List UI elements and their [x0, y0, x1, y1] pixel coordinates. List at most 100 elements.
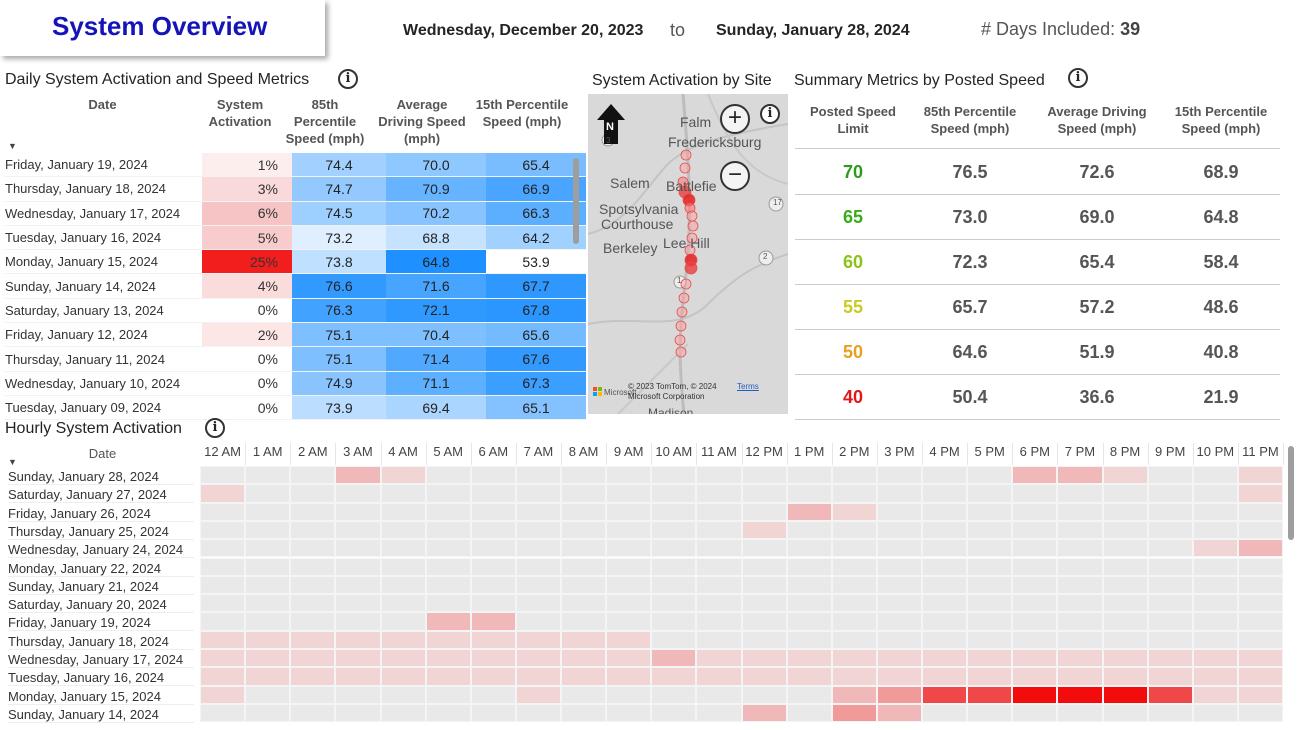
heatmap-cell[interactable]: [290, 575, 336, 595]
heatmap-cell[interactable]: [290, 703, 336, 723]
heatmap-cell[interactable]: [967, 685, 1013, 704]
heatmap-cell[interactable]: [651, 612, 697, 631]
heatmap-cell[interactable]: [741, 466, 787, 485]
heatmap-cell[interactable]: [922, 685, 968, 704]
heatmap-cell[interactable]: [606, 502, 652, 521]
heatmap-cell[interactable]: [1192, 520, 1238, 540]
heatmap-cell[interactable]: [831, 594, 877, 613]
heatmap-cell[interactable]: [515, 685, 561, 704]
heatmap-cell[interactable]: [922, 649, 968, 668]
site-marker[interactable]: [679, 162, 691, 174]
daily-row[interactable]: Sunday, January 14, 2024 4% 76.6 71.6 67.7: [5, 273, 586, 299]
heatmap-cell[interactable]: [561, 502, 607, 521]
heatmap-cell[interactable]: [1057, 484, 1103, 503]
heatmap-cell[interactable]: [561, 667, 607, 686]
heatmap-cell[interactable]: [651, 557, 697, 576]
heatmap-cell[interactable]: [876, 502, 922, 521]
heatmap-cell[interactable]: [922, 502, 968, 521]
heatmap-cell[interactable]: [515, 612, 561, 631]
heatmap-cell[interactable]: [425, 594, 471, 613]
heatmap-cell[interactable]: [741, 575, 787, 595]
heatmap-cell[interactable]: [786, 539, 832, 558]
daily-row[interactable]: Tuesday, January 16, 2024 5% 73.2 68.8 64.2: [5, 225, 586, 251]
heatmap-cell[interactable]: [876, 484, 922, 503]
col-date[interactable]: Date: [88, 97, 117, 112]
heatmap-cell[interactable]: [335, 466, 381, 485]
heatmap-cell[interactable]: [290, 484, 336, 503]
heatmap-cell[interactable]: [786, 502, 832, 521]
heatmap-cell[interactable]: [1192, 502, 1238, 521]
hourly-date-label[interactable]: Thursday, January 25, 2024: [8, 524, 194, 540]
heatmap-cell[interactable]: [1057, 649, 1103, 668]
heatmap-cell[interactable]: [515, 557, 561, 576]
heatmap-cell[interactable]: [786, 630, 832, 649]
heatmap-cell[interactable]: [425, 649, 471, 668]
heatmap-cell[interactable]: [876, 575, 922, 595]
heatmap-cell[interactable]: [290, 594, 336, 613]
heatmap-cell[interactable]: [606, 703, 652, 723]
summary-row[interactable]: 50 64.6 51.9 40.8: [795, 330, 1280, 375]
heatmap-cell[interactable]: [290, 539, 336, 558]
heatmap-cell[interactable]: [425, 484, 471, 503]
heatmap-cell[interactable]: [967, 649, 1013, 668]
heatmap-cell[interactable]: [1057, 575, 1103, 595]
heatmap-cell[interactable]: [290, 557, 336, 576]
heatmap-cell[interactable]: [1012, 703, 1058, 723]
col-sum-p85[interactable]: 85th Percentile Speed (mph): [923, 104, 1017, 136]
heatmap-cell[interactable]: [1192, 649, 1238, 668]
hour-header[interactable]: 3 AM: [335, 443, 382, 465]
heatmap-cell[interactable]: [1057, 594, 1103, 613]
hour-header[interactable]: 4 PM: [922, 443, 969, 465]
heatmap-cell[interactable]: [515, 575, 561, 595]
heatmap-cell[interactable]: [741, 502, 787, 521]
heatmap-cell[interactable]: [876, 539, 922, 558]
heatmap-cell[interactable]: [1147, 649, 1193, 668]
heatmap-cell[interactable]: [967, 612, 1013, 631]
heatmap-cell[interactable]: [696, 557, 742, 576]
heatmap-cell[interactable]: [786, 685, 832, 704]
heatmap-cell[interactable]: [470, 630, 516, 649]
hour-header[interactable]: 1 AM: [245, 443, 292, 465]
hourly-date-label[interactable]: Sunday, January 21, 2024: [8, 579, 194, 595]
col-p85[interactable]: 85th Percentile Speed (mph): [285, 97, 365, 146]
site-marker[interactable]: [675, 320, 687, 332]
heatmap-cell[interactable]: [831, 484, 877, 503]
heatmap-cell[interactable]: [200, 685, 246, 704]
heatmap-cell[interactable]: [786, 466, 832, 485]
heatmap-cell[interactable]: [515, 594, 561, 613]
heatmap-cell[interactable]: [696, 502, 742, 521]
summary-row[interactable]: 65 73.0 69.0 64.8: [795, 195, 1280, 240]
map-terms-link[interactable]: Terms: [737, 382, 759, 391]
heatmap-cell[interactable]: [335, 575, 381, 595]
heatmap-cell[interactable]: [200, 557, 246, 576]
heatmap-cell[interactable]: [1102, 685, 1148, 704]
heatmap-cell[interactable]: [922, 539, 968, 558]
hourly-date-label[interactable]: Saturday, January 20, 2024: [8, 597, 194, 614]
site-marker[interactable]: [684, 261, 698, 275]
heatmap-cell[interactable]: [561, 575, 607, 595]
heatmap-cell[interactable]: [1147, 630, 1193, 649]
heatmap-cell[interactable]: [561, 539, 607, 558]
heatmap-cell[interactable]: [335, 484, 381, 503]
heatmap-cell[interactable]: [741, 594, 787, 613]
heatmap-cell[interactable]: [1012, 502, 1058, 521]
heatmap-cell[interactable]: [335, 630, 381, 649]
heatmap-cell[interactable]: [696, 520, 742, 540]
heatmap-cell[interactable]: [967, 667, 1013, 686]
heatmap-cell[interactable]: [380, 575, 426, 595]
heatmap-cell[interactable]: [1237, 575, 1283, 595]
heatmap-cell[interactable]: [290, 502, 336, 521]
heatmap-cell[interactable]: [561, 703, 607, 723]
heatmap-cell[interactable]: [1192, 594, 1238, 613]
heatmap-cell[interactable]: [1102, 520, 1148, 540]
heatmap-cell[interactable]: [1057, 502, 1103, 521]
heatmap-cell[interactable]: [515, 667, 561, 686]
daily-row[interactable]: Thursday, January 11, 2024 0% 75.1 71.4 67.6: [5, 346, 586, 372]
heatmap-cell[interactable]: [1237, 539, 1283, 558]
hour-header[interactable]: 5 PM: [967, 443, 1014, 465]
heatmap-cell[interactable]: [470, 557, 516, 576]
heatmap-cell[interactable]: [470, 612, 516, 631]
heatmap-cell[interactable]: [1192, 575, 1238, 595]
heatmap-cell[interactable]: [290, 667, 336, 686]
heatmap-cell[interactable]: [1012, 685, 1058, 704]
